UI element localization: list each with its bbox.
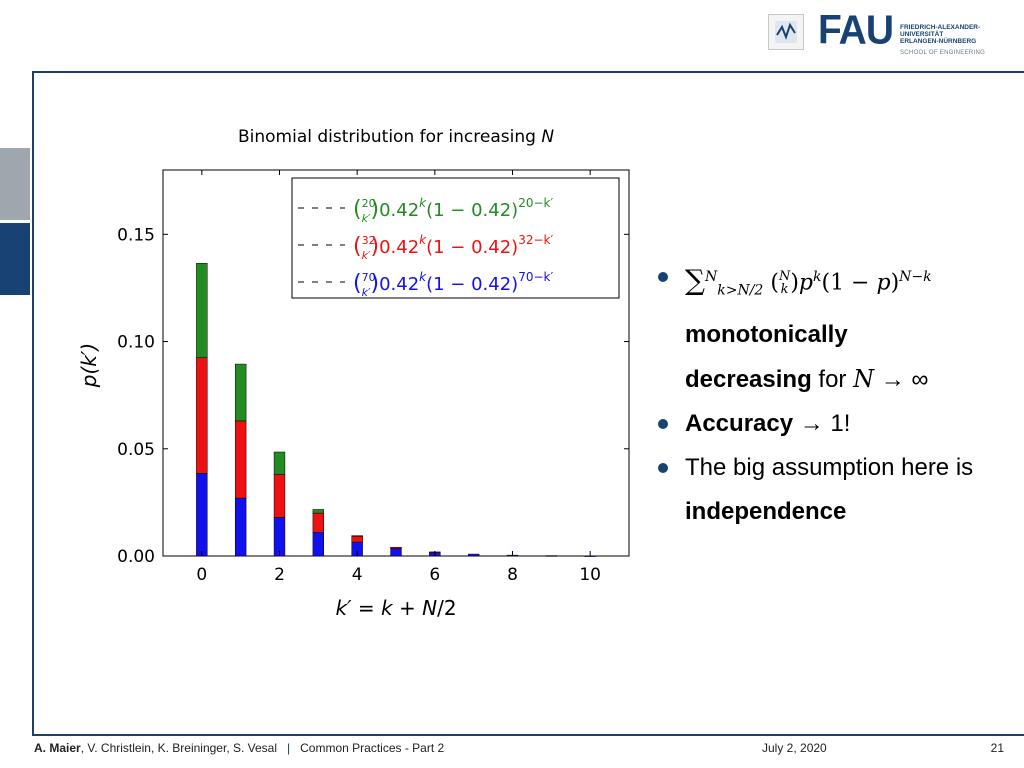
university-name: FRIEDRICH-ALEXANDER- UNIVERSITÄT ERLANGE…: [900, 24, 981, 45]
x-tick-label: 10: [579, 565, 601, 585]
bar-segment: [312, 509, 325, 514]
binomial-chart: Binomial distribution for increasing N 0…: [77, 127, 630, 620]
sidebar-tab-blue: [0, 223, 30, 295]
header-divider: [32, 71, 1024, 73]
x-tick-label: 6: [429, 565, 440, 585]
footer-date: July 2, 2020: [762, 741, 827, 755]
bullet-accuracy: Accuracy → 1!: [655, 402, 1005, 446]
bar-segment: [196, 357, 208, 474]
bar-segment: [467, 553, 480, 557]
bar-segment: [273, 517, 286, 557]
y-axis-label: p(k′): [77, 343, 101, 388]
bullet-list: ∑Nk>N/2 (N k)pk(1 − p)N−k monotonically d…: [655, 255, 1005, 534]
bar-segment: [390, 546, 402, 549]
footer-authors: A. Maier, V. Christlein, K. Breininger, …: [34, 741, 445, 755]
x-tick-label: 0: [196, 565, 207, 585]
bullet-text-decreasing: decreasing for N → ∞: [685, 364, 929, 393]
y-tick-label: 0.10: [117, 333, 155, 353]
y-tick-label: 0.05: [117, 440, 155, 460]
sum-formula: ∑Nk>N/2 (N k)pk(1 − p)N−k: [685, 263, 932, 299]
page-number: 21: [990, 741, 1004, 755]
bullet-text-monotonically: monotonically: [685, 320, 848, 348]
bar-segment: [390, 548, 402, 557]
bar-segment: [312, 512, 325, 533]
legend-entry: (32 k′)0.42k(1 − 0.42)32−k′: [353, 233, 553, 262]
y-tick-label: 0.00: [117, 547, 155, 567]
bar-segment: [196, 263, 208, 358]
fau-logo: FAU: [818, 7, 894, 54]
sidebar-tab-grey: [0, 148, 30, 220]
school-name: SCHOOL OF ENGINEERING: [900, 50, 986, 56]
chart-title: Binomial distribution for increasing N: [238, 127, 554, 147]
x-tick-label: 2: [274, 565, 285, 585]
bullet-independence: The big assumption here is independence: [655, 446, 1005, 534]
legend-box: [291, 177, 620, 299]
footer-divider: [32, 734, 1024, 736]
bar-segment: [234, 497, 247, 557]
faculty-logo-icon: [768, 14, 804, 50]
bar-segment: [312, 532, 325, 557]
footer-course: Common Practices - Part 2: [300, 741, 445, 755]
bar-segment: [351, 535, 363, 537]
chart-legend: (20 k′)0.42k(1 − 0.42)20−k′ (32 k′)0.42k(1 …: [291, 177, 620, 299]
y-tick-label: 0.15: [117, 225, 155, 245]
bullet-dot: [658, 418, 668, 429]
bar-segment: [273, 451, 286, 475]
bullet-dot: [658, 462, 668, 473]
x-tick-label: 8: [507, 565, 518, 585]
bar-segment: [273, 474, 286, 518]
bar-segment: [545, 555, 558, 557]
left-frame-line: [32, 71, 34, 734]
x-tick-label: 4: [352, 565, 363, 585]
bar-segment: [351, 535, 363, 543]
legend-entry: (20 k′)0.42k(1 − 0.42)20−k′: [353, 196, 553, 225]
bullet-sum: ∑Nk>N/2 (N k)pk(1 − p)N−k monotonically d…: [655, 255, 1005, 402]
bar-segment: [234, 420, 247, 499]
bullet-dot: [658, 272, 668, 282]
bar-segment: [196, 473, 208, 557]
x-axis-label: k′ = k + N/2: [335, 596, 456, 620]
bar-segment: [234, 363, 247, 422]
legend-entry: (70 k′)0.42k(1 − 0.42)70−k′: [353, 270, 553, 299]
